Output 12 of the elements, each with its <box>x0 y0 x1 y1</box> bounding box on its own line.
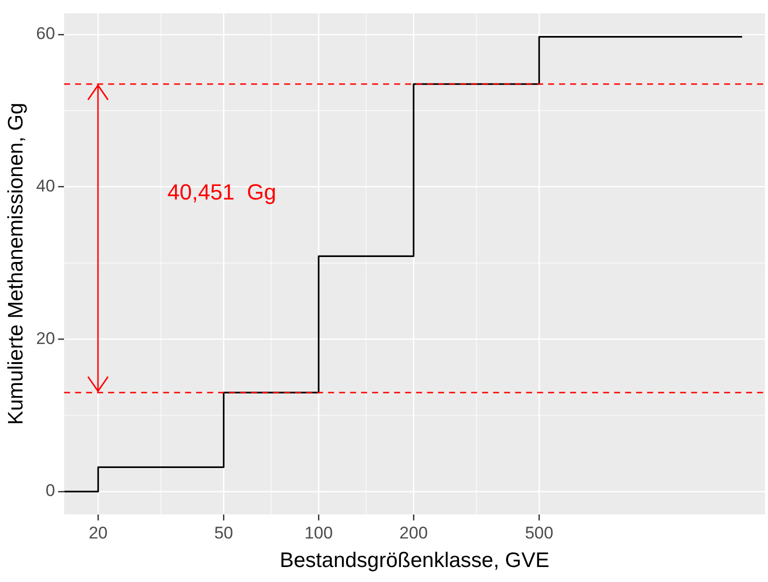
x-tick-label: 200 <box>399 523 428 542</box>
x-axis-title: Bestandsgrößenklasse, GVE <box>280 549 550 572</box>
y-tick-label: 60 <box>36 24 56 44</box>
x-tick-label: 100 <box>304 523 333 542</box>
y-tick-label: 0 <box>46 481 56 500</box>
annotation: 40,451 Gg <box>167 180 276 205</box>
x-tick-label: 50 <box>214 523 234 542</box>
y-tick-label: 40 <box>36 176 56 196</box>
y-axis-title: Kumulierte Methanemissionen, Gg <box>4 102 28 425</box>
x-tick-label: 20 <box>88 523 108 542</box>
y-tick-label: 20 <box>36 328 56 348</box>
x-tick-label: 500 <box>524 523 554 542</box>
